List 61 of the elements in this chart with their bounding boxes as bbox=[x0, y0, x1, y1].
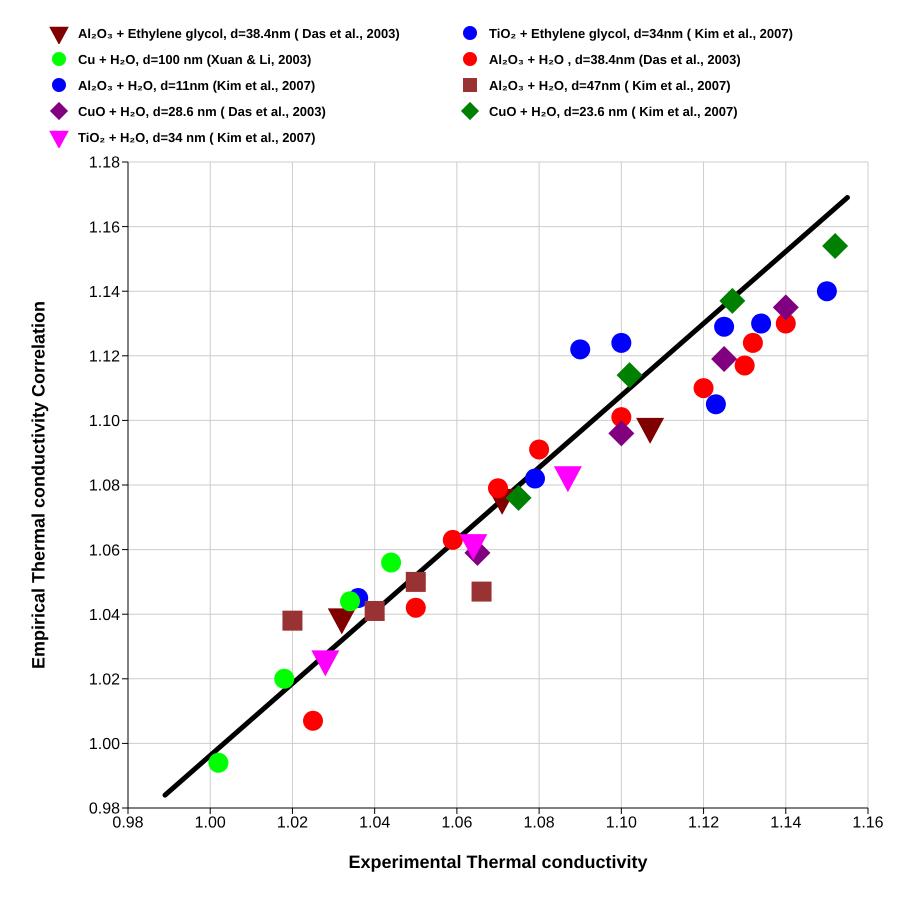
point bbox=[525, 468, 545, 489]
point bbox=[816, 281, 837, 302]
legend-label: Al₂O₃ + H₂O, d=47nm ( Kim et al., 2007) bbox=[489, 78, 731, 92]
point bbox=[442, 530, 463, 550]
point bbox=[751, 314, 772, 334]
legend-label: Cu + H₂O, d=100 nm (Xuan & Li, 2003) bbox=[78, 52, 312, 66]
point bbox=[303, 710, 323, 731]
y-tick-label: 1.14 bbox=[88, 284, 120, 301]
legend-label: Al₂O₃ + H₂O, d=11nm (Kim et al., 2007) bbox=[78, 78, 316, 92]
point bbox=[719, 288, 746, 314]
y-tick-label: 1.10 bbox=[88, 413, 120, 430]
y-tick-label: 1.16 bbox=[88, 219, 120, 236]
x-tick-label: 1.00 bbox=[194, 814, 226, 832]
x-tick-label: 1.06 bbox=[441, 814, 473, 832]
point bbox=[734, 355, 755, 376]
x-axis-title: Experimental Thermal conductivity bbox=[348, 852, 648, 872]
x-tick-label: 1.02 bbox=[276, 814, 308, 832]
point bbox=[208, 752, 228, 773]
point bbox=[381, 552, 402, 573]
legend-label: CuO + H₂O, d=23.6 nm ( Kim et al., 2007) bbox=[489, 104, 738, 118]
y-tick-label: 1.08 bbox=[88, 478, 120, 495]
point bbox=[822, 232, 848, 259]
y-tick-label: 1.12 bbox=[88, 348, 120, 366]
point bbox=[570, 339, 590, 360]
x-tick-label: 0.98 bbox=[112, 814, 144, 832]
point bbox=[742, 332, 763, 353]
y-tick-label: 1.18 bbox=[88, 154, 120, 172]
point bbox=[274, 668, 294, 689]
point bbox=[364, 600, 385, 621]
point bbox=[282, 610, 302, 631]
x-tick-label: 1.10 bbox=[606, 814, 638, 832]
point bbox=[616, 362, 643, 388]
y-tick-label: 1.06 bbox=[88, 542, 120, 560]
point bbox=[506, 484, 532, 511]
point bbox=[529, 439, 550, 460]
x-tick-label: 1.12 bbox=[688, 814, 720, 832]
y-tick-label: 1.04 bbox=[88, 606, 120, 624]
point bbox=[611, 332, 632, 353]
y-tick-label: 1.00 bbox=[88, 736, 120, 754]
point bbox=[406, 598, 426, 618]
point bbox=[711, 346, 738, 372]
point bbox=[694, 378, 714, 398]
legend-label: CuO + H₂O, d=28.6 nm ( Das et al., 2003) bbox=[78, 104, 326, 118]
point bbox=[472, 582, 492, 602]
legend-label: TiO₂ + H₂O, d=34 nm ( Kim et al., 2007) bbox=[78, 130, 316, 144]
point bbox=[608, 420, 634, 446]
y-tick-label: 1.02 bbox=[88, 671, 120, 688]
x-tick-label: 1.14 bbox=[770, 814, 802, 832]
x-tick-label: 1.04 bbox=[359, 814, 390, 832]
legend-label: TiO₂ + Ethylene glycol, d=34nm ( Kim et al., 2007) bbox=[489, 26, 793, 40]
legend-label: Al₂O₃ + Ethylene glycol, d=38.4nm ( Das et al., 2003) bbox=[78, 26, 400, 40]
x-tick-label: 1.08 bbox=[524, 814, 555, 832]
x-tick-label: 1.16 bbox=[852, 814, 884, 832]
y-axis-title: Empirical Thermal conductivity Correlation bbox=[28, 300, 48, 670]
point bbox=[706, 394, 726, 414]
legend-label: Al₂O₃ + H₂O , d=38.4nm (Das et al., 2003) bbox=[489, 52, 741, 66]
point bbox=[406, 572, 426, 592]
point bbox=[772, 294, 799, 320]
point bbox=[340, 591, 360, 612]
point bbox=[488, 478, 508, 498]
point bbox=[714, 316, 734, 337]
